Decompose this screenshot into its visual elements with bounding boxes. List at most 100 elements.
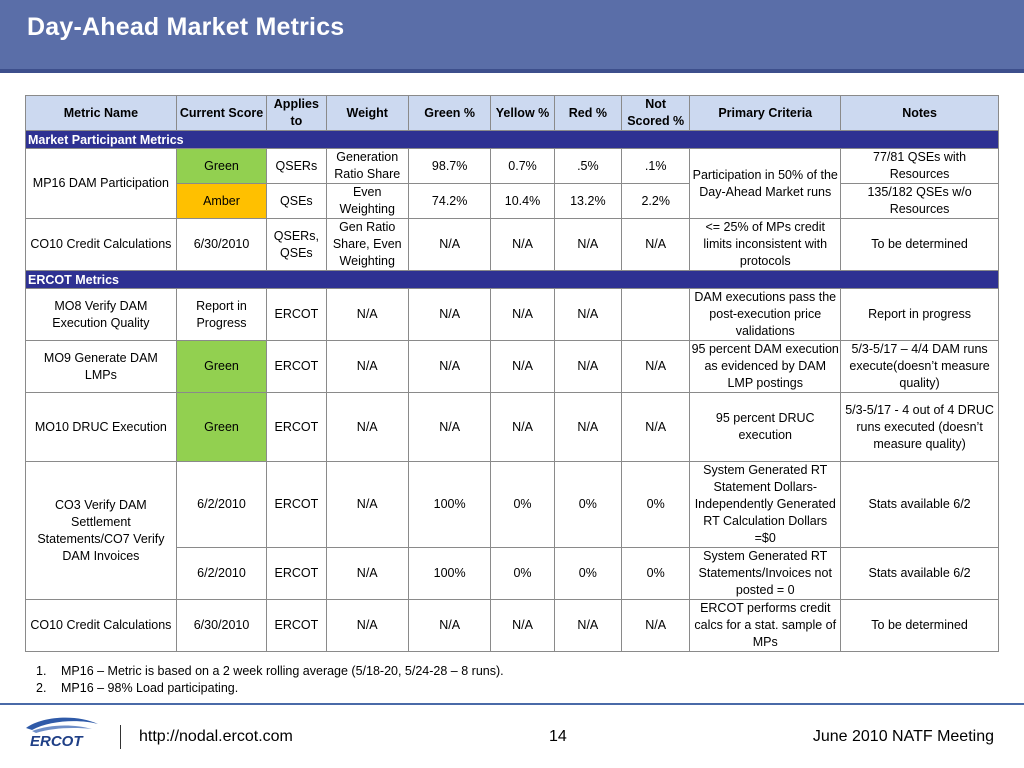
score-cell: 6/2/2010 <box>175 547 268 600</box>
table-row: CO3 Verify DAM Settlement Statements/CO7… <box>25 461 999 600</box>
criteria-cell: 95 percent DAM execution as evidenced by… <box>689 340 842 393</box>
not-scored-pct-cell: .1% <box>621 148 691 184</box>
not-scored-pct-cell: 0% <box>621 461 691 548</box>
header-weight: Weight <box>325 95 409 131</box>
weight-cell: N/A <box>325 599 409 652</box>
header-green-pct: Green % <box>407 95 492 131</box>
notes-cell: 135/182 QSEs w/o Resources <box>840 183 999 219</box>
applies-cell: QSEs <box>266 183 327 219</box>
not-scored-pct-cell: 2.2% <box>621 183 691 219</box>
not-scored-pct-cell: 0% <box>621 547 691 600</box>
yellow-pct-cell: N/A <box>490 288 555 341</box>
yellow-pct-cell: N/A <box>490 392 555 462</box>
header-primary-criteria: Primary Criteria <box>689 95 842 131</box>
header-notes: Notes <box>840 95 999 131</box>
table-row: MO9 Generate DAM LMPs Green ERCOT N/A N/… <box>25 340 999 393</box>
section-label-market-participant: Market Participant Metrics <box>25 130 999 149</box>
red-pct-cell: .5% <box>553 148 623 184</box>
applies-cell: ERCOT <box>266 340 327 393</box>
ercot-logo: ERCOT <box>26 717 98 750</box>
red-pct-cell: 13.2% <box>553 183 623 219</box>
table-row: CO10 Credit Calculations 6/30/2010 QSERs… <box>25 218 999 271</box>
weight-cell: Generation Ratio Share <box>325 148 409 184</box>
weight-cell: N/A <box>325 288 409 341</box>
section-label-ercot: ERCOT Metrics <box>25 270 999 289</box>
red-pct-cell: N/A <box>553 218 623 271</box>
table-row: CO10 Credit Calculations 6/30/2010 ERCOT… <box>25 599 999 652</box>
criteria-cell-mp16: Participation in 50% of the Day-Ahead Ma… <box>689 148 842 219</box>
score-cell-green: Green <box>175 340 268 393</box>
table-row: Amber QSEs Even Weighting 74.2% 10.4% 13… <box>26 183 999 219</box>
header-yellow-pct: Yellow % <box>490 95 555 131</box>
page-number: 14 <box>549 728 567 745</box>
table-row: MP16 DAM Participation Green QSERs Gener… <box>25 148 999 219</box>
green-pct-cell: 100% <box>407 461 492 548</box>
criteria-cell: ERCOT performs credit calcs for a stat. … <box>689 599 842 652</box>
table-row: MO8 Verify DAM Execution Quality Report … <box>25 288 999 341</box>
red-pct-cell: N/A <box>553 340 623 393</box>
score-cell: 6/2/2010 <box>175 461 268 548</box>
notes-cell: Report in progress <box>840 288 999 341</box>
not-scored-pct-cell <box>621 288 691 341</box>
notes-cell: 5/3-5/17 - 4 out of 4 DRUC runs executed… <box>840 392 999 462</box>
green-pct-cell: 98.7% <box>407 148 492 184</box>
title-bar: Day-Ahead Market Metrics <box>0 0 1024 73</box>
header-not-scored-pct: Not Scored % <box>621 95 691 131</box>
footnote-text: MP16 – 98% Load participating. <box>61 681 239 695</box>
red-pct-cell: N/A <box>553 288 623 341</box>
yellow-pct-cell: 0.7% <box>490 148 555 184</box>
yellow-pct-cell: 10.4% <box>490 183 555 219</box>
metric-name-co10-ercot: CO10 Credit Calculations <box>25 599 177 652</box>
footer-divider <box>0 703 1024 705</box>
applies-cell: QSERs, QSEs <box>266 218 327 271</box>
yellow-pct-cell: 0% <box>490 547 555 600</box>
criteria-cell: System Generated RT Statements/Invoices … <box>689 547 842 600</box>
green-pct-cell: N/A <box>407 599 492 652</box>
footnote-number: 1. <box>36 664 47 678</box>
metric-name-mo10: MO10 DRUC Execution <box>25 392 177 462</box>
section-row-market-participant: Market Participant Metrics <box>25 130 999 149</box>
yellow-pct-cell: N/A <box>490 599 555 652</box>
footnote: 1. MP16 – Metric is based on a 2 week ro… <box>36 663 504 680</box>
footer-url[interactable]: http://nodal.ercot.com <box>139 728 293 745</box>
header-applies-to: Applies to <box>266 95 327 131</box>
applies-cell: ERCOT <box>266 392 327 462</box>
weight-cell: N/A <box>325 340 409 393</box>
criteria-cell: DAM executions pass the post-execution p… <box>689 288 842 341</box>
applies-cell: QSERs <box>266 148 327 184</box>
score-cell-amber: Amber <box>175 183 268 219</box>
green-pct-cell: N/A <box>407 340 492 393</box>
criteria-cell: System Generated RT Statement Dollars- I… <box>689 461 842 548</box>
header-red-pct: Red % <box>553 95 623 131</box>
applies-cell: ERCOT <box>266 599 327 652</box>
section-row-ercot: ERCOT Metrics <box>25 270 999 289</box>
applies-cell: ERCOT <box>266 547 327 600</box>
weight-cell: Gen Ratio Share, Even Weighting <box>325 218 409 271</box>
criteria-cell: 95 percent DRUC execution <box>689 392 842 462</box>
not-scored-pct-cell: N/A <box>621 599 691 652</box>
weight-cell: N/A <box>325 461 409 548</box>
slide-title: Day-Ahead Market Metrics <box>27 13 345 41</box>
score-cell: 6/30/2010 <box>175 599 268 652</box>
score-cell-green: Green <box>175 148 268 184</box>
green-pct-cell: 100% <box>407 547 492 600</box>
header-current-score: Current Score <box>175 95 268 131</box>
green-pct-cell: N/A <box>407 392 492 462</box>
notes-cell: 5/3-5/17 – 4/4 DAM runs execute(doesn’t … <box>840 340 999 393</box>
footer-meeting-label: June 2010 NATF Meeting <box>812 728 994 745</box>
criteria-cell: <= 25% of MPs credit limits inconsistent… <box>689 218 842 271</box>
red-pct-cell: 0% <box>553 461 623 548</box>
applies-cell: ERCOT <box>266 461 327 548</box>
not-scored-pct-cell: N/A <box>621 218 691 271</box>
score-cell: Report in Progress <box>175 288 268 341</box>
notes-cell: To be determined <box>840 218 999 271</box>
red-pct-cell: N/A <box>553 599 623 652</box>
red-pct-cell: N/A <box>553 392 623 462</box>
not-scored-pct-cell: N/A <box>621 392 691 462</box>
notes-cell: Stats available 6/2 <box>840 547 999 600</box>
notes-cell: 77/81 QSEs with Resources <box>840 148 999 184</box>
title-bar-accent <box>0 69 1024 73</box>
score-cell-green: Green <box>175 392 268 462</box>
not-scored-pct-cell: N/A <box>621 340 691 393</box>
red-pct-cell: 0% <box>553 547 623 600</box>
